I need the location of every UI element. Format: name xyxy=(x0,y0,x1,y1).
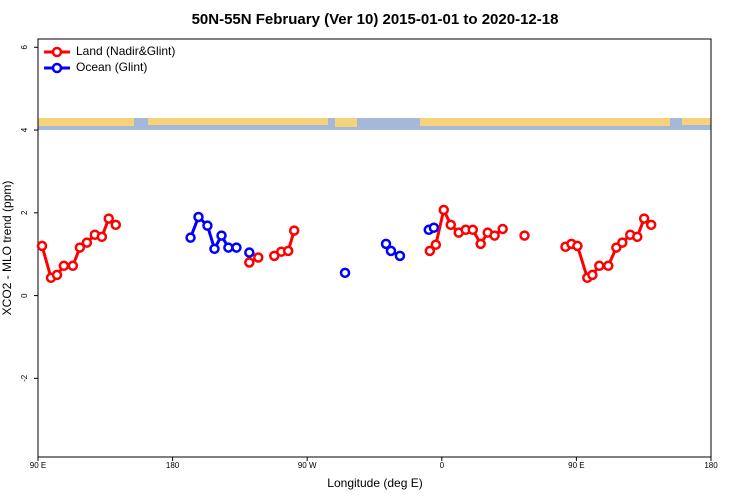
data-point xyxy=(638,213,650,224)
plot-frame xyxy=(37,38,712,458)
x-tick-label: 180 xyxy=(166,461,180,470)
data-point xyxy=(67,260,79,272)
y-tick-label: -2 xyxy=(20,374,29,382)
y-tick-label: 6 xyxy=(20,45,29,50)
data-point xyxy=(572,240,583,252)
data-point xyxy=(430,239,442,250)
chart-title: 50N-55N February (Ver 10) 2015-01-01 to … xyxy=(192,11,559,28)
data-point xyxy=(617,237,628,248)
x-tick-label: 90 E xyxy=(30,461,46,470)
data-point xyxy=(603,260,614,272)
data-point xyxy=(385,245,397,257)
data-point xyxy=(380,238,392,250)
data-point xyxy=(438,204,449,216)
x-tick-label: 90 E xyxy=(568,461,584,470)
data-point xyxy=(475,238,486,250)
data-point xyxy=(231,242,242,253)
data-point xyxy=(51,269,63,281)
data-point xyxy=(594,260,605,272)
x-tick-label: 180 xyxy=(704,461,718,470)
data-point xyxy=(467,224,479,236)
y-tick-label: 2 xyxy=(20,210,29,215)
data-point xyxy=(110,219,122,231)
legend-label: Ocean (Glint) xyxy=(76,60,147,74)
data-point xyxy=(185,232,196,243)
data-point xyxy=(244,247,255,258)
data-point xyxy=(253,252,264,263)
series-line xyxy=(40,205,653,281)
data-point xyxy=(216,230,227,241)
y-tick-label: 0 xyxy=(20,293,29,298)
data-point xyxy=(645,219,657,231)
data-point xyxy=(519,230,530,241)
data-point xyxy=(445,219,457,231)
legend-marker xyxy=(51,62,63,74)
data-point xyxy=(193,211,204,223)
data-point xyxy=(424,245,436,257)
data-point xyxy=(244,257,255,268)
land-mask-strip xyxy=(38,118,711,130)
x-axis-label: Longitude (deg E) xyxy=(327,476,422,490)
data-point xyxy=(489,230,500,241)
data-point xyxy=(81,237,93,248)
legend-marker xyxy=(51,46,63,58)
data-point xyxy=(587,269,598,281)
data-point xyxy=(632,231,643,243)
data-point xyxy=(74,242,86,253)
data-point xyxy=(282,245,294,257)
data-point xyxy=(428,222,440,233)
legend: Land (Nadir&Glint) Ocean (Glint) xyxy=(44,44,175,74)
data-point xyxy=(58,260,70,272)
data-point xyxy=(288,225,300,236)
data-point xyxy=(36,240,48,252)
y-tick-label: 4 xyxy=(20,127,29,132)
data-point xyxy=(103,213,114,224)
legend-label: Land (Nadir&Glint) xyxy=(76,44,175,58)
data-point xyxy=(209,243,220,255)
x-tick-label: 0 xyxy=(440,461,445,470)
data-point xyxy=(96,231,108,243)
data-point xyxy=(223,242,234,253)
data-point xyxy=(339,267,351,279)
data-point xyxy=(497,223,508,235)
data-point xyxy=(394,250,406,262)
y-axis-label: XCO2 - MLO trend (ppm) xyxy=(0,181,14,316)
x-tick-label: 90 W xyxy=(298,461,317,470)
data-point xyxy=(202,220,213,231)
